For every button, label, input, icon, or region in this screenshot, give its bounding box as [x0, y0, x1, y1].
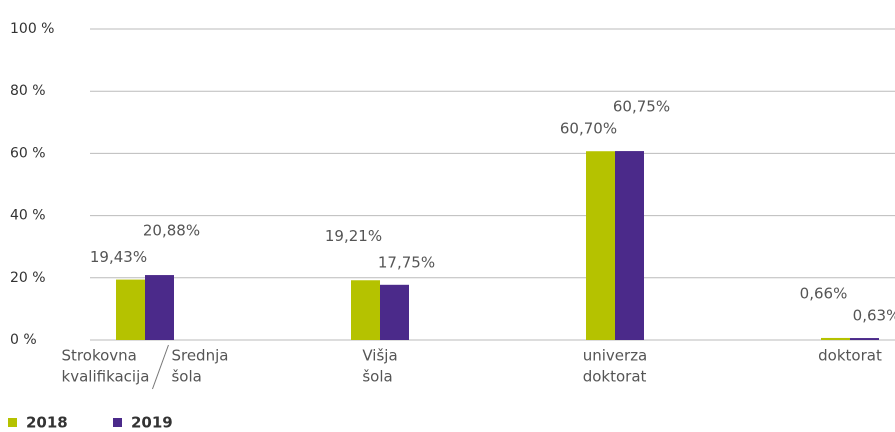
- bar: [615, 151, 644, 340]
- x-tick-label: šola: [362, 368, 392, 386]
- value-label: 20,88%: [143, 222, 200, 240]
- value-label: 19,43%: [90, 248, 147, 266]
- y-tick-label: 0 %: [10, 332, 37, 348]
- y-tick-label: 40 %: [10, 208, 46, 224]
- value-label: 0,66%: [800, 284, 848, 302]
- bar: [586, 151, 615, 340]
- x-tick-label: šola: [171, 368, 201, 386]
- y-tick-label: 100 %: [10, 21, 54, 37]
- x-tick-label: Srednja: [171, 347, 228, 365]
- y-tick-label: 20 %: [10, 270, 46, 286]
- bar: [380, 284, 409, 340]
- x-tick-label: kvalifikacija: [62, 368, 150, 386]
- bar: [145, 275, 174, 340]
- separator: [152, 344, 169, 390]
- bar: [821, 337, 850, 340]
- legend-label: 2018: [26, 414, 68, 432]
- bar: [116, 279, 145, 340]
- bar: [850, 338, 879, 340]
- value-label: 0,63%: [853, 307, 895, 325]
- x-tick-label: univerza: [583, 347, 648, 365]
- y-tick-label: 60 %: [10, 145, 46, 161]
- x-tick-label: Strokovna: [62, 347, 137, 365]
- value-label: 17,75%: [378, 253, 435, 271]
- y-tick-label: 80 %: [10, 83, 46, 99]
- legend-swatch: [8, 418, 17, 427]
- x-tick-label: doktorat: [818, 347, 882, 365]
- value-label: 60,75%: [613, 98, 670, 116]
- value-label: 19,21%: [325, 227, 382, 245]
- legend-swatch: [113, 418, 122, 427]
- x-tick-label: Višja: [362, 347, 397, 365]
- bar: [351, 280, 380, 340]
- value-label: 60,70%: [560, 120, 617, 138]
- legend-label: 2019: [131, 414, 173, 432]
- x-tick-label: doktorat: [583, 368, 647, 386]
